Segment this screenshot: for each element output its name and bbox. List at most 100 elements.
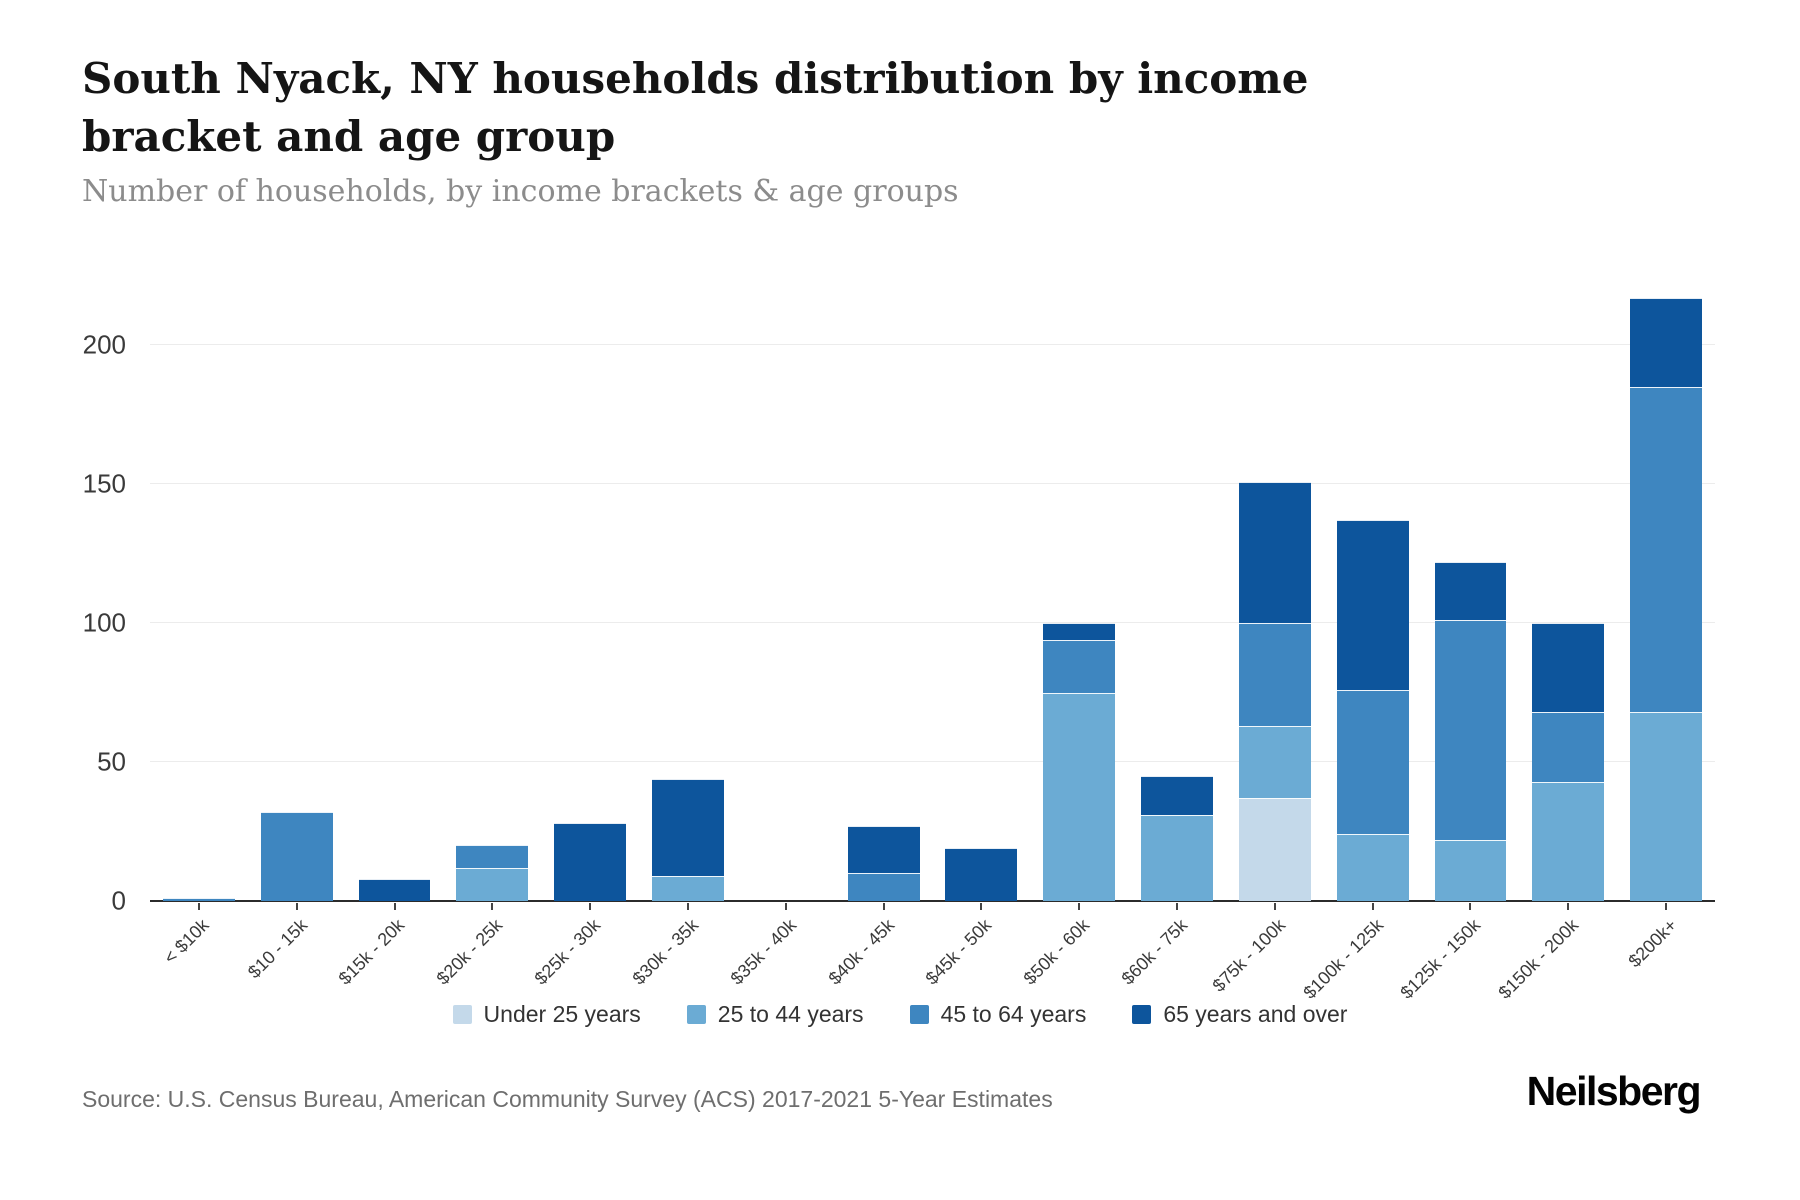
- bar-slot: $100k - 125k: [1299, 276, 1422, 1003]
- bar-segment-25-to-44-years[interactable]: [1434, 839, 1507, 901]
- bar-segment-25-to-44-years[interactable]: [456, 867, 529, 901]
- bar-segment-25-to-44-years[interactable]: [1532, 781, 1605, 901]
- bar-slot: $10 - 15k: [244, 276, 346, 982]
- bar-segment-under-25-years[interactable]: [1238, 798, 1311, 901]
- x-axis-label: < $10k: [160, 915, 214, 968]
- bar-segment-25-to-44-years[interactable]: [1336, 834, 1409, 901]
- bar-segment-25-to-44-years[interactable]: [1630, 712, 1703, 901]
- bar-segment-65-years-and-over[interactable]: [1238, 481, 1311, 624]
- legend-label: 25 to 44 years: [717, 1001, 864, 1027]
- y-axis-tick-label: 50: [97, 746, 126, 777]
- legend-item-25-to-44-years[interactable]: 25 to 44 years: [686, 1001, 864, 1028]
- bar-segment-65-years-and-over[interactable]: [1532, 623, 1605, 713]
- x-axis-tick: [1176, 903, 1179, 910]
- stacked-bar: [358, 878, 431, 901]
- source-note: Source: U.S. Census Bureau, American Com…: [82, 1086, 1053, 1112]
- bar-segment-65-years-and-over[interactable]: [554, 823, 627, 901]
- bar-slot: $125k - 150k: [1397, 276, 1520, 1003]
- gridline-150: [150, 483, 1715, 485]
- bar-slot: $150k - 200k: [1495, 276, 1617, 1003]
- x-axis-tick: [197, 903, 200, 910]
- legend-label: Under 25 years: [483, 1001, 641, 1027]
- legend-item-under-25-years[interactable]: Under 25 years: [452, 1001, 641, 1028]
- bar-segment-65-years-and-over[interactable]: [1141, 776, 1213, 815]
- x-axis-label: $25k - 30k: [530, 915, 605, 989]
- bar-segment-45-to-64-years[interactable]: [1238, 623, 1311, 727]
- bar-slot: $60k - 75k: [1118, 276, 1226, 989]
- bar-segment-25-to-44-years[interactable]: [1043, 692, 1116, 901]
- x-axis-tick: [980, 903, 983, 910]
- legend-label: 65 years and over: [1163, 1001, 1348, 1027]
- plot-area: [150, 276, 1715, 901]
- bar-slot: $200k+: [1617, 276, 1715, 971]
- bar-segment-65-years-and-over[interactable]: [1630, 298, 1703, 388]
- y-axis-tick-label: 100: [82, 607, 126, 638]
- bar-segment-65-years-and-over[interactable]: [847, 826, 920, 874]
- bar-segment-65-years-and-over[interactable]: [1336, 520, 1409, 690]
- bar-segment-45-to-64-years[interactable]: [1434, 620, 1507, 840]
- stacked-bar: [162, 898, 235, 901]
- bars-container: < $10k $10 - 15k $15k - 20k $20k - 25k $25k …: [150, 276, 1715, 1003]
- stacked-bar: [260, 812, 333, 901]
- bar-slot: $20k - 25k: [433, 276, 541, 989]
- x-axis-tick: [1371, 903, 1374, 910]
- bar-segment-45-to-64-years[interactable]: [456, 845, 529, 868]
- stacked-bar: [1434, 562, 1507, 901]
- bar-segment-25-to-44-years[interactable]: [1141, 814, 1213, 901]
- bar-segment-45-to-64-years[interactable]: [1630, 387, 1703, 713]
- bar-segment-65-years-and-over[interactable]: [358, 878, 431, 901]
- gridline-200: [150, 344, 1715, 346]
- x-axis-tick: [393, 903, 396, 910]
- bar-slot: $15k - 20k: [335, 276, 444, 989]
- bar-segment-45-to-64-years[interactable]: [1043, 639, 1116, 693]
- legend-swatch: [1132, 1005, 1152, 1024]
- bar-segment-65-years-and-over[interactable]: [652, 778, 724, 876]
- bar-segment-45-to-64-years[interactable]: [1336, 689, 1409, 835]
- x-axis-line: [150, 900, 1715, 902]
- x-axis-label: $75k - 100k: [1208, 915, 1289, 996]
- bar-segment-65-years-and-over[interactable]: [945, 848, 1018, 901]
- gridline-50: [150, 761, 1715, 763]
- legend-item-45-to-64-years[interactable]: 45 to 64 years: [909, 1001, 1086, 1028]
- stacked-bar: [1238, 481, 1311, 901]
- legend-swatch: [686, 1005, 706, 1024]
- x-axis-label: $15k - 20k: [335, 915, 409, 989]
- x-axis-label: $150k - 200k: [1494, 915, 1583, 1003]
- x-axis-label: $100k - 125k: [1299, 915, 1387, 1003]
- bar-slot: $50k - 60k: [1020, 276, 1128, 989]
- bar-slot: $35k - 40k: [726, 276, 835, 989]
- bar-segment-45-to-64-years[interactable]: [1532, 712, 1605, 782]
- stacked-bar: [456, 845, 529, 901]
- bar-segment-45-to-64-years[interactable]: [162, 898, 235, 901]
- x-axis-label: $40k - 45k: [824, 915, 898, 989]
- bar-segment-65-years-and-over[interactable]: [1434, 562, 1507, 621]
- bar-slot: $30k - 35k: [629, 276, 737, 989]
- bar-segment-45-to-64-years[interactable]: [847, 873, 920, 901]
- stacked-bar: [554, 823, 627, 901]
- bar-segment-25-to-44-years[interactable]: [1238, 726, 1311, 799]
- gridline-100: [150, 622, 1715, 624]
- bar-slot: $45k - 50k: [922, 276, 1031, 989]
- stacked-bar: [847, 826, 920, 901]
- bar-segment-25-to-44-years[interactable]: [652, 876, 724, 901]
- x-axis-tick: [491, 903, 494, 910]
- x-axis-tick: [1273, 903, 1276, 910]
- x-axis-tick: [295, 903, 298, 910]
- x-axis-tick: [589, 903, 592, 910]
- y-axis-labels: 0 50 100 150 200: [28, 276, 138, 916]
- x-axis-label: $20k - 25k: [432, 915, 507, 989]
- x-axis-label: $35k - 40k: [726, 915, 800, 989]
- x-axis-tick: [784, 903, 787, 910]
- legend-item-65-years-and-over[interactable]: 65 years and over: [1132, 1001, 1347, 1028]
- x-axis-tick: [1567, 903, 1570, 910]
- bar-segment-65-years-and-over[interactable]: [1043, 623, 1116, 640]
- legend-swatch: [452, 1005, 472, 1024]
- x-axis-label: $50k - 60k: [1019, 915, 1094, 989]
- x-axis-label: $125k - 150k: [1396, 915, 1485, 1003]
- bar-slot: < $10k: [150, 276, 248, 968]
- y-axis-tick-label: 150: [82, 468, 126, 499]
- bar-segment-45-to-64-years[interactable]: [260, 812, 333, 901]
- x-axis-label: $30k - 35k: [628, 915, 703, 989]
- y-axis-tick-label: 200: [82, 329, 126, 360]
